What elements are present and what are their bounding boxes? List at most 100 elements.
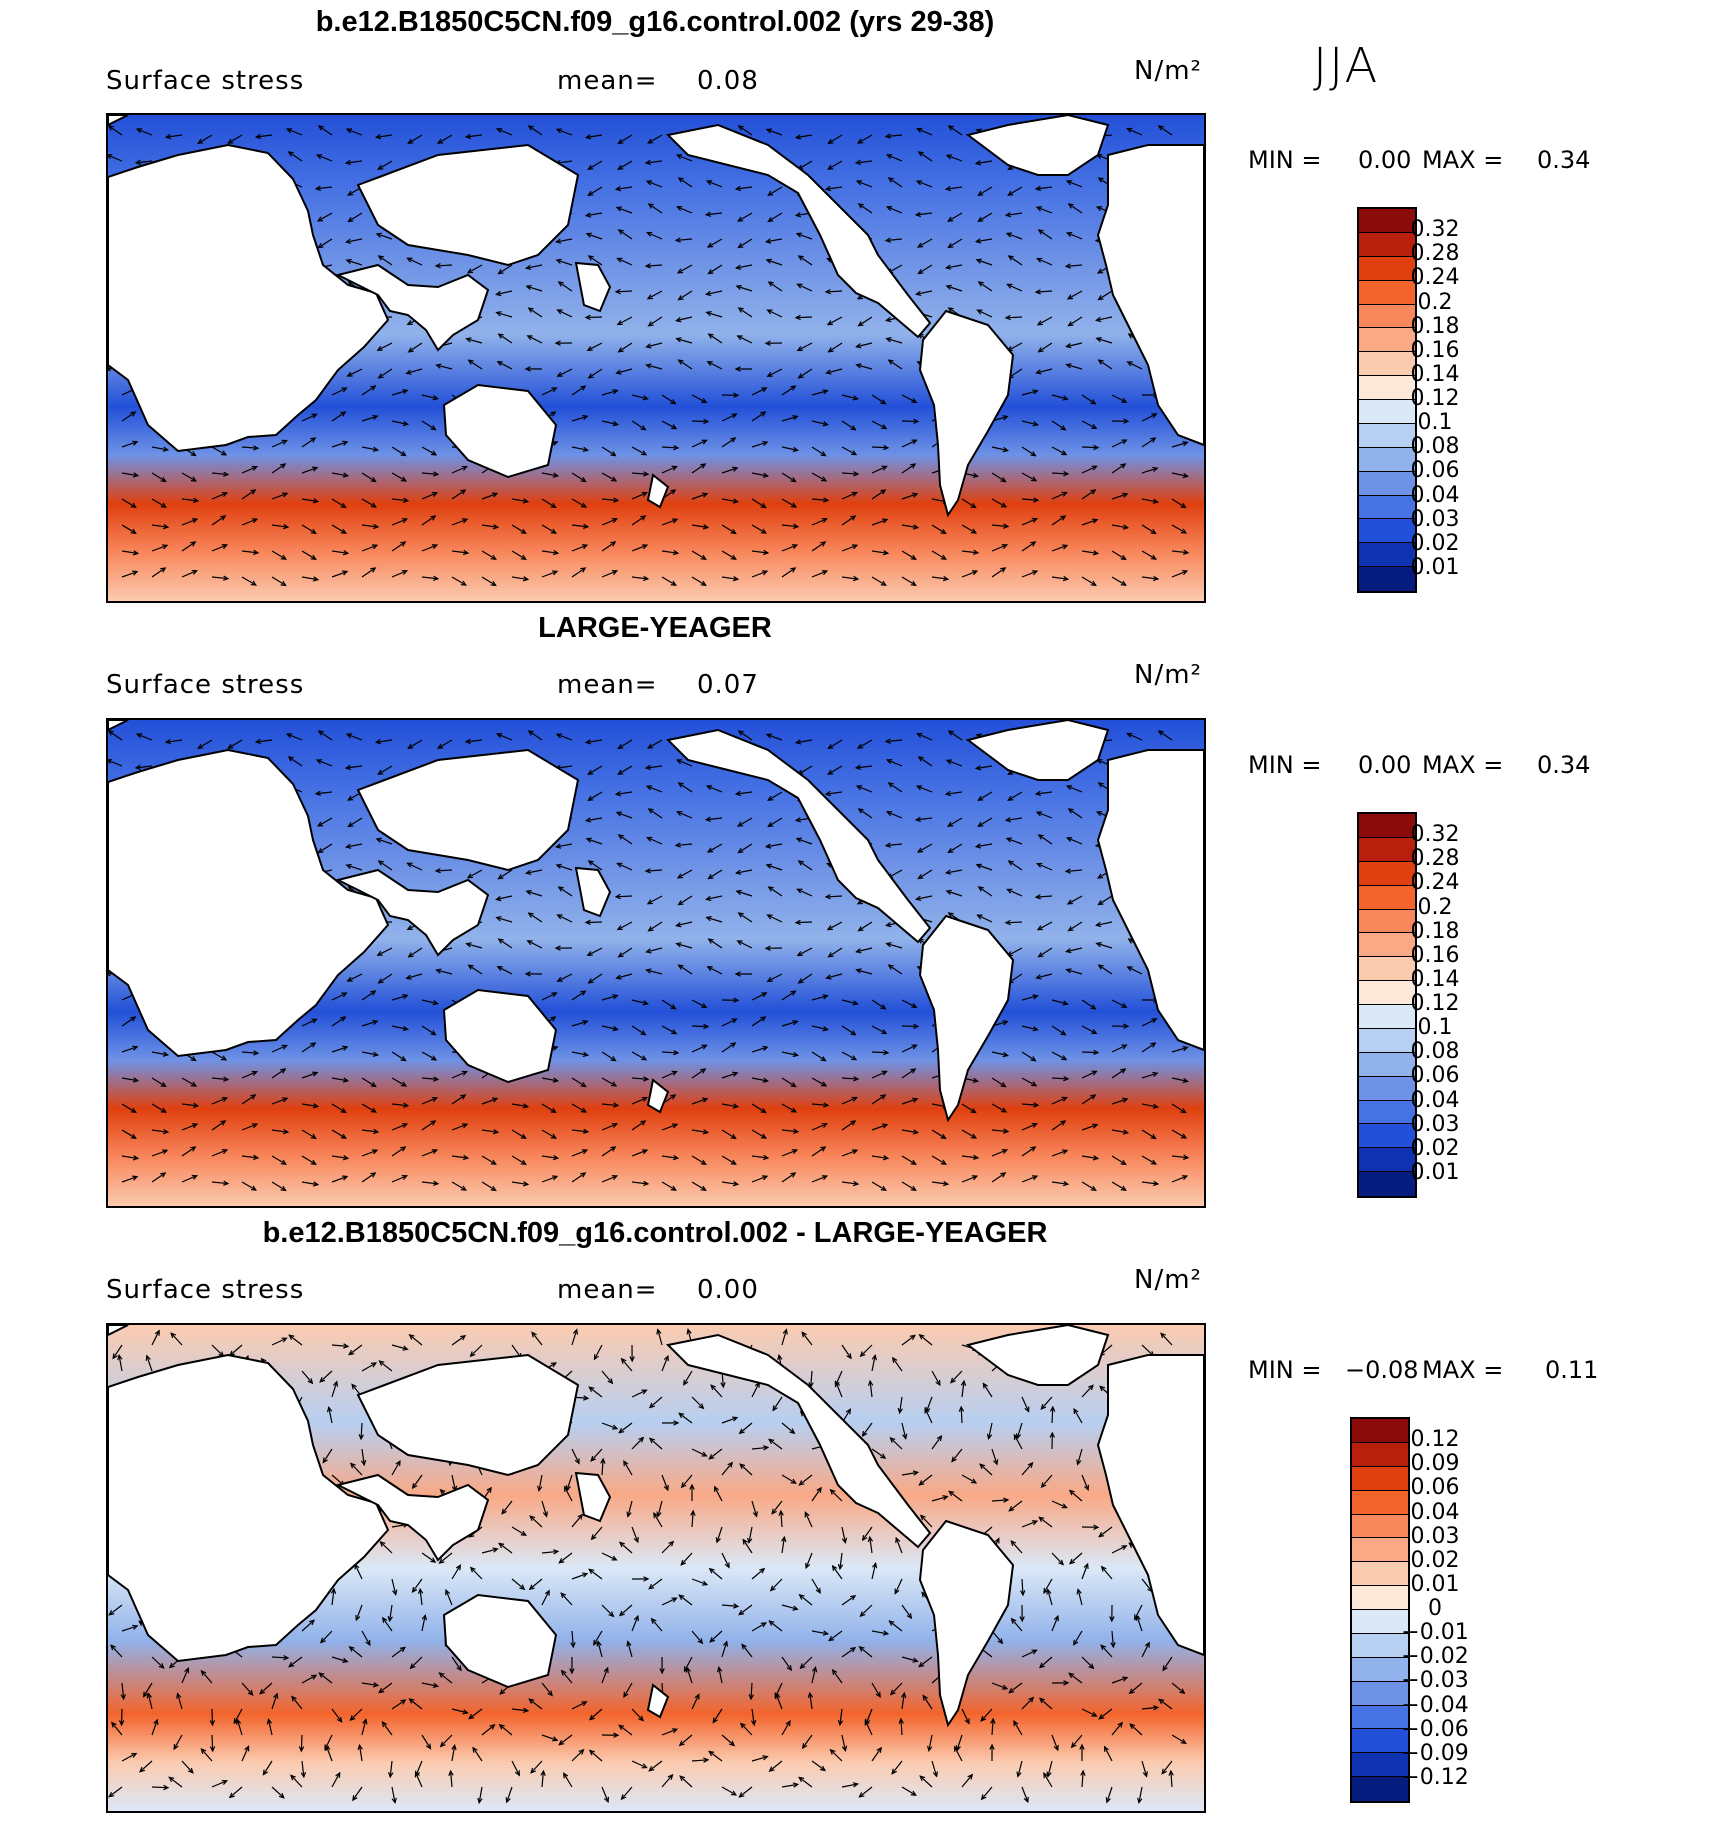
wind-vector [481,492,498,500]
wind-vector-head [671,1029,678,1035]
wind-vector-head [945,154,953,160]
wind-vector [439,1552,453,1564]
wind-vector [886,238,903,242]
wind-vector [361,446,378,451]
wind-vector [841,1734,846,1751]
wind-vector-head [1121,439,1128,445]
wind-vector [271,1155,287,1165]
wind-vector [1127,128,1143,136]
wind-vector [956,1734,963,1751]
wind-vector [738,307,753,318]
wind-vector [661,1155,678,1159]
wind-vector-head [584,739,592,745]
wind-vector-head [1095,811,1103,817]
wind-vector [841,1051,857,1061]
wind-vector [1141,1018,1157,1027]
wind-vector [781,385,796,396]
wind-vector-head [162,446,170,452]
wind-vector [781,1783,798,1788]
wind-vector-head [765,128,772,134]
wind-vector-head [342,1155,350,1161]
wind-vector-head [856,138,864,144]
wind-vector [421,1025,436,1036]
wind-vector-head [825,974,832,980]
wind-vector-head [935,1379,941,1387]
wind-vector-head [647,926,654,932]
wind-vector [1036,368,1053,374]
wind-vector [618,1422,633,1434]
wind-vector [1007,283,1023,292]
wind-vector [451,1745,456,1762]
wind-vector-head [1008,1505,1015,1512]
wind-vector [768,281,783,292]
wind-vector-head [401,1123,409,1129]
wind-vector [361,1362,377,1372]
wind-vector-head [577,1513,584,1520]
wind-vector-head [448,1769,454,1776]
wind-vector-head [1024,1406,1030,1413]
wind-vector-head [880,489,887,495]
wind-vector [826,791,843,795]
wind-vector-head [280,554,287,560]
wind-vector-head [1067,926,1074,932]
wind-vector [316,186,333,190]
wind-vector [108,1786,123,1798]
wind-vector-head [715,1537,721,1544]
wind-vector-head [822,994,829,1000]
wind-vector [721,1155,737,1165]
colorbar-swatch [1359,209,1415,233]
wind-vector-head [974,238,982,244]
wind-vector-head [520,528,527,535]
wind-vector-head [680,1559,687,1566]
wind-vector-head [822,1026,829,1032]
wind-vector [379,1360,393,1372]
wind-vector-head [1003,1497,1010,1503]
wind-vector [871,465,887,474]
wind-vector [1047,1760,1053,1777]
wind-vector [751,524,767,534]
wind-vector [348,817,363,827]
wind-vector-head [235,1718,242,1725]
wind-vector [645,264,663,267]
wind-vector-head [162,1051,170,1057]
wind-vector [841,1783,858,1788]
wind-vector-head [1092,1155,1100,1161]
wind-vector [319,1672,333,1684]
wind-vector [661,1541,674,1554]
wind-vector-head [342,440,349,446]
wind-vector [748,1526,753,1543]
wind-vector [1171,472,1188,477]
wind-vector-head [647,203,654,209]
wind-vector-head [1015,1433,1022,1440]
wind-vector [769,1620,783,1632]
wind-vector [271,439,287,448]
wind-vector [358,1745,363,1762]
wind-vector [1171,524,1187,534]
wind-vector [108,1604,123,1616]
wind-vector [377,765,393,775]
wind-vector [799,1474,813,1486]
wind-vector-head [640,1055,648,1061]
wind-vector [541,1734,558,1741]
wind-vector-head [381,1721,388,1728]
colorbar-swatch [1352,1466,1408,1491]
wind-vector [1005,316,1023,319]
wind-vector [738,912,753,923]
wind-vector [767,914,783,923]
wind-vector [618,834,633,845]
wind-vector [931,576,948,580]
wind-vector-head [550,1133,557,1139]
wind-vector [871,1630,888,1635]
wind-vector-head [797,978,804,984]
wind-vector [1021,1025,1038,1031]
wind-vector [631,1389,647,1398]
wind-vector [781,1149,798,1157]
wind-vector-head [285,128,293,134]
landmass [918,914,1015,1123]
colorbar-tick-label: 0.24 [1410,870,1460,896]
wind-vector [721,1641,728,1658]
wind-vector-head [402,994,409,1000]
wind-vector [978,281,993,292]
wind-vector-head [355,1614,361,1622]
wind-vector-head [671,1728,679,1734]
